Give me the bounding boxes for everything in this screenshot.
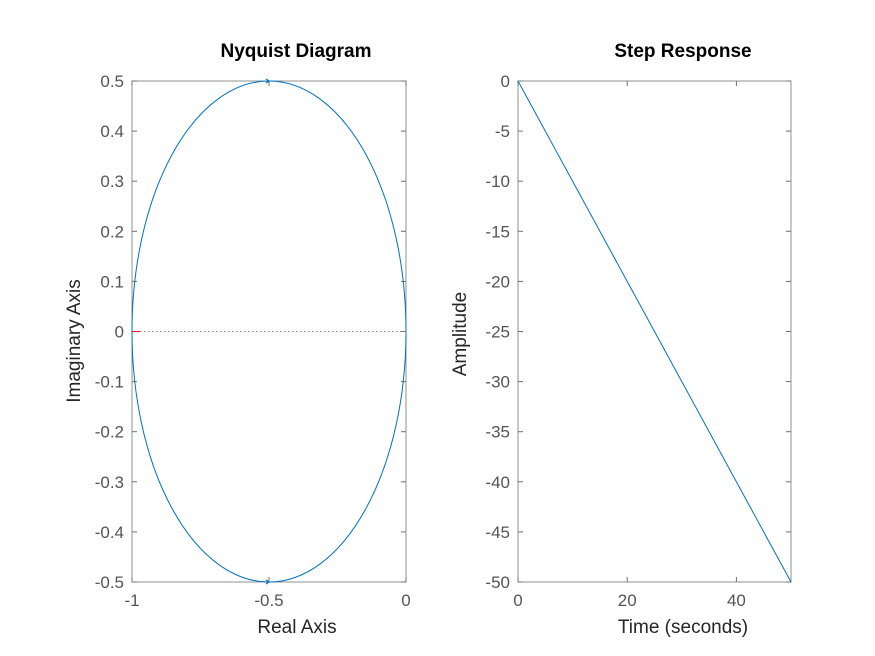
x-tick-label: -1 xyxy=(124,591,139,610)
nyquist-title: Nyquist Diagram xyxy=(221,41,372,62)
x-tick-label: 0 xyxy=(401,591,410,610)
nyquist-plot: -1 -0.5 00.50.40.30.20.10-0.1-0.2-0.3-0.4-… xyxy=(64,41,411,638)
x-tick-label: 20 xyxy=(618,591,637,610)
step-xlabel: Time (seconds) xyxy=(618,617,748,638)
nyquist-ylabel: Imaginary Axis xyxy=(64,279,85,403)
y-tick-label: -30 xyxy=(485,373,510,392)
y-tick-label: -10 xyxy=(485,172,510,191)
y-tick-label: 0 xyxy=(115,323,124,342)
step-response-plot: 0 20 40 0 -5 -10 -15 -20 -25 -30 -35 -40 -45 -50 Step… xyxy=(450,41,792,638)
y-tick-label: -35 xyxy=(485,423,510,442)
y-tick-label: -0.1 xyxy=(95,373,124,392)
y-tick-label: 0.2 xyxy=(100,222,124,241)
nyquist-xlabel: Real Axis xyxy=(257,617,336,638)
y-tick-label: -40 xyxy=(485,473,510,492)
x-tick-label: 0 xyxy=(513,591,522,610)
y-tick-label: 0.1 xyxy=(100,272,124,291)
y-tick-label: 0.4 xyxy=(100,122,124,141)
y-tick-label: -45 xyxy=(485,523,510,542)
y-tick-label: 0 xyxy=(501,72,510,91)
y-tick-label: 0.3 xyxy=(100,172,124,191)
step-response-line xyxy=(517,80,792,583)
direction-arrow xyxy=(265,579,271,585)
y-tick-label: -50 xyxy=(485,573,510,592)
y-tick-label: -25 xyxy=(485,323,510,342)
y-tick-label: -0.2 xyxy=(95,423,124,442)
step-title: Step Response xyxy=(614,41,751,62)
y-tick-label: -5 xyxy=(495,122,510,141)
y-tick-label: -15 xyxy=(485,222,510,241)
x-tick-label: 40 xyxy=(727,591,746,610)
y-tick-label: -20 xyxy=(485,272,510,291)
direction-arrow xyxy=(265,78,271,84)
y-tick-label: -0.5 xyxy=(95,573,124,592)
x-tick-label: -0.5 xyxy=(254,591,283,610)
step-ylabel: Amplitude xyxy=(450,292,471,377)
y-tick-label: -0.4 xyxy=(95,523,124,542)
y-tick-label: 0.5 xyxy=(100,72,124,91)
y-tick-label: -0.3 xyxy=(95,473,124,492)
